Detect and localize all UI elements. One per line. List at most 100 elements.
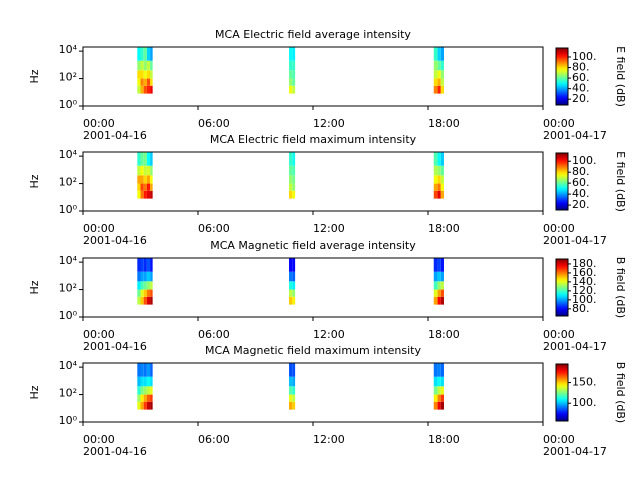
spectrogram-cell: [140, 401, 144, 410]
spectrogram-cell: [292, 85, 296, 94]
colorbar-tick-label: 150.: [572, 376, 597, 389]
spectrogram-cell: [289, 258, 293, 272]
spectrogram-cell: [146, 70, 151, 79]
spectrogram-cell: [437, 78, 441, 86]
spectrogram-cell: [146, 60, 151, 71]
spectrogram-cell: [150, 85, 153, 94]
spectrogram-cell: [289, 70, 293, 79]
colorbar-tick-label: 100.: [572, 396, 597, 409]
x-tick-label: 00:00: [543, 328, 575, 341]
spectrogram-cell: [143, 85, 147, 94]
spectrogram-cell: [137, 85, 141, 94]
x-tick-label: 06:00: [198, 328, 230, 341]
spectrogram-cell: [140, 281, 144, 290]
spectrogram-cell: [289, 85, 293, 94]
spectrogram-cell: [440, 165, 444, 176]
spectrogram-cell: [440, 190, 444, 199]
spectrogram-cell: [146, 175, 151, 184]
spectrogram-cell: [289, 363, 293, 377]
spectrogram-cell: [292, 386, 296, 395]
y-tick-label: 10⁰: [59, 98, 78, 111]
colorbar-tick-label: 140.: [572, 275, 597, 288]
spectrogram-cell: [146, 258, 151, 272]
spectrogram-cell: [140, 363, 144, 377]
spectrogram-cell: [146, 401, 151, 410]
spectrogram-cell: [150, 386, 153, 395]
colorbar-tick-label: 180.: [572, 257, 597, 270]
spectrogram-cell: [433, 401, 438, 410]
spectrogram-cell: [150, 401, 153, 410]
spectrogram-cell: [289, 289, 293, 297]
spectrogram-cell: [433, 85, 438, 94]
spectrogram-cell: [143, 70, 147, 79]
spectrogram-cell: [143, 60, 147, 71]
spectrogram-cell: [289, 394, 293, 402]
spectrogram-cell: [150, 152, 153, 166]
spectrogram-cell: [437, 47, 441, 61]
spectrogram-cell: [440, 152, 444, 166]
spectrogram-cell: [143, 386, 147, 395]
colorbar-tick-label: 80.: [572, 61, 590, 74]
spectrogram-cell: [292, 401, 296, 410]
colorbar: [556, 48, 568, 105]
spectrogram-cell: [140, 152, 144, 166]
x-tick-label: 18:00: [428, 433, 460, 446]
spectrogram-cell: [440, 363, 444, 377]
spectrogram-cell: [289, 281, 293, 290]
spectrogram-cell: [433, 271, 438, 282]
spectrogram-cell: [146, 289, 151, 297]
spectrogram-cell: [146, 47, 151, 61]
x-tick-label: 12:00: [313, 328, 345, 341]
y-tick-label: 10²: [59, 71, 77, 84]
spectrogram-cell: [440, 271, 444, 282]
spectrogram-cell: [433, 258, 438, 272]
spectrogram-cell: [137, 78, 141, 86]
colorbar-label: B field (dB): [614, 362, 627, 423]
spectrogram-cell: [137, 70, 141, 79]
x-tick-date: 2001-04-17: [543, 129, 607, 142]
colorbar-frame: [555, 47, 569, 106]
colorbar-frame: [555, 363, 569, 422]
spectrogram-cell: [150, 165, 153, 176]
spectrogram-cell: [140, 183, 144, 191]
spectrogram-cell: [150, 60, 153, 71]
spectrogram-cell: [433, 281, 438, 290]
x-tick-label: 00:00: [83, 433, 115, 446]
spectrogram-cell: [437, 190, 441, 199]
spectrogram-cell: [289, 271, 293, 282]
spectrogram-cell: [150, 394, 153, 402]
colorbar-label: E field (dB): [614, 151, 627, 212]
spectrogram-cell: [150, 175, 153, 184]
spectrogram-cell: [437, 60, 441, 71]
spectrogram-cell: [292, 190, 296, 199]
colorbar: [556, 259, 568, 316]
spectrogram-cell: [440, 78, 444, 86]
spectrogram-cell: [437, 175, 441, 184]
spectrogram-cell: [140, 60, 144, 71]
colorbar-tick-label: 160.: [572, 266, 597, 279]
x-tick-label: 00:00: [543, 117, 575, 130]
spectrogram-cell: [437, 386, 441, 395]
spectrogram-cell: [289, 175, 293, 184]
spectrogram-cell: [292, 175, 296, 184]
spectrogram-cell: [433, 165, 438, 176]
spectrogram-cell: [440, 394, 444, 402]
spectrogram-cell: [143, 296, 147, 305]
spectrogram-cell: [143, 258, 147, 272]
spectrogram-cell: [143, 281, 147, 290]
y-tick-label: 10⁴: [59, 148, 78, 161]
spectrogram-cell: [146, 386, 151, 395]
colorbar: [556, 364, 568, 421]
x-tick-date: 2001-04-17: [543, 340, 607, 353]
x-tick-label: 12:00: [313, 117, 345, 130]
spectrogram-cell: [140, 175, 144, 184]
y-tick-label: 10⁴: [59, 254, 78, 267]
spectrogram-cell: [437, 258, 441, 272]
spectrogram-cell: [150, 258, 153, 272]
spectrogram-cell: [433, 175, 438, 184]
spectrogram-cell: [137, 281, 141, 290]
colorbar-tick-label: 100.: [572, 154, 597, 167]
spectrogram-cell: [146, 376, 151, 387]
spectrogram-cell: [292, 281, 296, 290]
colorbar-frame: [555, 258, 569, 317]
